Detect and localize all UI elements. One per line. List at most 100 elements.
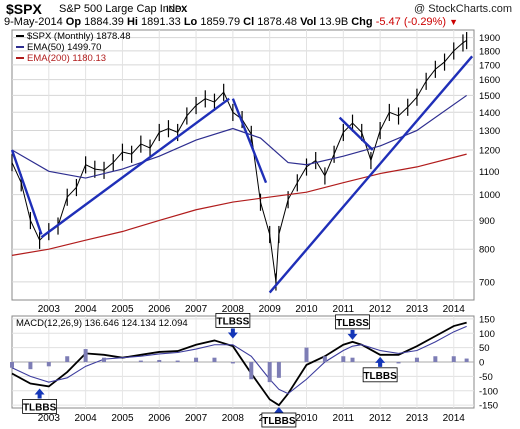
macd-histogram-bar — [414, 357, 419, 362]
exchange-label: INDX — [166, 4, 188, 14]
annotation-box — [22, 399, 58, 414]
macd-x-tick-label: 2006 — [148, 413, 171, 424]
macd-histogram-bar — [175, 360, 180, 362]
close-value: 1878.48 — [257, 16, 297, 28]
macd-line — [11, 321, 467, 407]
copyright-label: @ StockCharts.com — [414, 3, 512, 15]
macd-histogram-bar — [341, 356, 346, 362]
open-value: 1884.39 — [84, 16, 124, 28]
macd-histogram-bar — [83, 349, 88, 362]
price-legend-entry: EMA(200) 1180.13 — [27, 53, 106, 64]
down-arrow-icon — [227, 328, 238, 339]
price-x-tick-label: 2009 — [259, 304, 282, 315]
price-legend-entry: EMA(50) 1499.70 — [27, 42, 101, 53]
macd-x-tick-label: 2005 — [111, 413, 134, 424]
macd-y-tick-label: 100 — [479, 329, 495, 340]
price-x-tick-label: 2006 — [148, 304, 171, 315]
price-y-tick-label: 1500 — [479, 91, 500, 102]
quote-date: 9-May-2014 — [4, 16, 63, 28]
macd-x-tick-label: 2010 — [295, 413, 318, 424]
price-y-tick-label: 1400 — [479, 108, 500, 119]
volume-value: 13.9B — [319, 16, 349, 28]
macd-histogram-bar — [10, 362, 14, 368]
low-label: Lo — [183, 16, 198, 28]
macd-x-tick-label: 2014 — [443, 413, 466, 424]
price-legend-entry: $SPX (Monthly) 1878.48 — [27, 31, 131, 42]
open-label: Op — [65, 16, 82, 28]
macd-x-tick-label: 2003 — [38, 413, 61, 424]
annotation-label: TLBBS — [23, 402, 57, 413]
price-y-tick-label: 1100 — [479, 167, 499, 178]
macd-y-tick-label: 0 — [479, 358, 484, 369]
macd-y-tick-label: -50 — [479, 372, 493, 383]
macd-histogram-bar — [396, 362, 401, 364]
trendline — [268, 55, 474, 294]
macd-x-tick-label: 2008 — [222, 413, 245, 424]
high-value: 1891.33 — [141, 16, 181, 28]
change-value: -5.47 (-0.29%) — [375, 16, 446, 28]
macd-x-tick-label: 2012 — [369, 413, 392, 424]
high-label: Hi — [126, 16, 138, 28]
price-y-tick-label: 1800 — [479, 46, 500, 57]
annotation-label: TLBSS — [336, 318, 369, 329]
macd-histogram-bar — [249, 362, 254, 380]
up-arrow-icon — [273, 407, 284, 418]
macd-histogram-bar — [451, 356, 456, 362]
price-y-tick-label: 1900 — [479, 33, 500, 44]
ticker-symbol: $SPX — [6, 1, 42, 17]
annotation-label: TLBBS — [262, 416, 296, 427]
macd-x-tick-label: 2011 — [333, 413, 355, 424]
change-label: Chg — [351, 16, 373, 28]
macd-legend-entry: MACD(12,26,9) 136.646 124.134 12.094 — [16, 318, 188, 329]
price-y-tick-label: 1200 — [479, 146, 500, 157]
trendline — [231, 98, 268, 184]
trendline — [10, 149, 43, 235]
price-x-tick-label: 2013 — [406, 304, 429, 315]
annotation-box — [261, 412, 297, 428]
macd-histogram-bar — [212, 357, 217, 362]
macd-histogram-bar — [28, 362, 33, 370]
price-y-tick-label: 700 — [479, 277, 495, 288]
macd-histogram-bar — [46, 362, 51, 367]
macd-x-tick-label: 2004 — [75, 413, 98, 424]
macd-histogram-bar — [194, 357, 199, 362]
ema200-line — [11, 153, 467, 256]
price-panel-frame — [11, 29, 475, 301]
price-y-tick-label: 1000 — [479, 190, 500, 201]
down-arrow-icon — [347, 329, 358, 340]
macd-histogram-bar — [433, 356, 438, 362]
macd-histogram-bar — [157, 359, 162, 362]
macd-histogram-bar — [304, 347, 309, 362]
quote-line: 9-May-2014 Op 1884.39 Hi 1891.33 Lo 1859… — [4, 16, 458, 28]
close-label: Cl — [243, 16, 255, 28]
index-name: S&P 500 Large Cap Index — [59, 3, 187, 15]
macd-x-tick-label: 2013 — [406, 413, 429, 424]
price-y-tick-label: 900 — [479, 216, 495, 227]
price-x-tick-label: 2014 — [443, 304, 466, 315]
macd-histogram-bar — [464, 358, 469, 362]
trendline — [338, 116, 374, 151]
macd-histogram-bar — [350, 357, 355, 362]
price-x-tick-label: 2003 — [38, 304, 61, 315]
annotation-label: TLBSS — [216, 316, 249, 327]
macd-histogram-bar — [138, 360, 143, 362]
macd-histogram-bar — [276, 362, 281, 378]
trendline — [40, 97, 230, 239]
volume-label: Vol — [300, 16, 317, 28]
annotation-label: TLBBS — [363, 371, 397, 382]
price-x-tick-label: 2008 — [222, 304, 245, 315]
macd-y-tick-label: -150 — [479, 401, 498, 412]
price-y-tick-label: 1600 — [479, 75, 500, 86]
macd-histogram-bar — [65, 356, 70, 362]
price-x-tick-label: 2010 — [295, 304, 318, 315]
up-arrow-icon — [34, 388, 45, 399]
low-value: 1859.79 — [200, 16, 241, 28]
macd-histogram-bar — [230, 362, 235, 364]
macd-histogram-bar — [267, 362, 272, 383]
macd-y-tick-label: 150 — [479, 314, 495, 325]
annotation-box — [215, 313, 251, 328]
price-y-tick-label: 800 — [479, 245, 495, 256]
price-x-tick-label: 2011 — [333, 304, 355, 315]
